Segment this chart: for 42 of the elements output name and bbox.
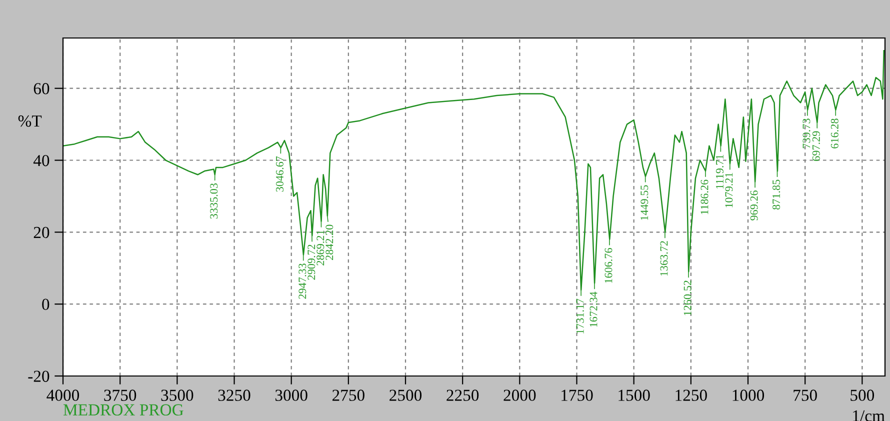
annotation: 616.28 <box>830 118 838 148</box>
y-tick-label: 0 <box>42 298 50 310</box>
annotation: 2947.33 <box>298 264 306 299</box>
y-tick-label: 40 <box>33 154 50 166</box>
annotation: 1731.17 <box>576 298 584 334</box>
x-tick-label: 2000 <box>504 390 536 401</box>
x-tick-label: 1750 <box>562 390 593 401</box>
x-tick-label: 2750 <box>332 390 364 401</box>
y-tick-label: -20 <box>28 370 50 382</box>
y-tick-label: 20 <box>34 226 50 238</box>
annotation: 2909.72 <box>308 244 316 280</box>
annotation: 969.26 <box>750 190 758 220</box>
annotation: 3335.03 <box>210 183 218 219</box>
text: MEDROX PROG <box>63 404 184 416</box>
annotation: 1079.21 <box>725 172 733 208</box>
x-tick-label: 1000 <box>732 390 764 401</box>
x-tick-label: 3500 <box>161 390 194 401</box>
annotation: 739.73 <box>802 118 810 148</box>
x-tick-label: 1500 <box>618 390 650 401</box>
x-tick-label: 1250 <box>676 390 707 401</box>
annotation: 3046.67 <box>276 156 284 192</box>
x-tick-label: 2500 <box>390 390 422 401</box>
x-tick-label: 500 <box>850 390 874 401</box>
annotation: 1606.76 <box>604 248 612 283</box>
x-tick-label: 3750 <box>104 390 136 401</box>
y-tick-label: 60 <box>34 83 50 94</box>
annotation: 2869.21 <box>316 230 324 266</box>
x-tick-label: 4000 <box>46 390 80 401</box>
annotation: 1363.72 <box>660 241 668 276</box>
annotation: 2842.20 <box>326 224 334 260</box>
annotation: 871.85 <box>772 180 780 210</box>
annotation: 1186.26 <box>700 180 708 214</box>
annotation: 1449.55 <box>640 185 648 220</box>
annotation: 1119.71 <box>716 154 724 189</box>
y-axis-title: %T <box>18 115 42 127</box>
x-tick-label: 750 <box>794 390 817 401</box>
x-tick-label: 2250 <box>446 390 479 401</box>
x-tick-label: 3250 <box>218 390 250 401</box>
annotation: 1260.52 <box>684 280 692 316</box>
annotation: 1672.34 <box>590 292 598 327</box>
x-tick-label: 3000 <box>275 390 308 401</box>
annotation: 697.29 <box>812 131 820 161</box>
